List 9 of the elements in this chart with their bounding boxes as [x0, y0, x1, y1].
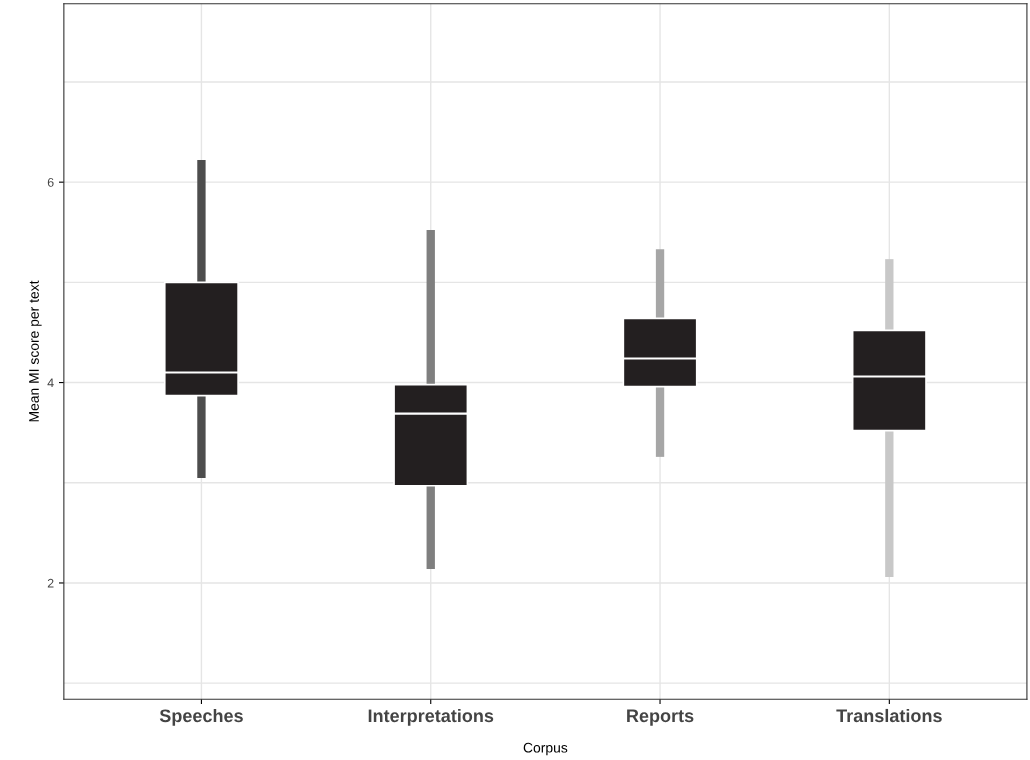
y-tick-label: 4 — [47, 378, 54, 388]
x-tick-label: Speeches — [159, 708, 243, 726]
x-tick-label: Translations — [836, 708, 942, 723]
y-tick-label: 2 — [47, 578, 54, 588]
x-tick-label: Reports — [627, 709, 694, 726]
x-tick-label: Interpretations — [368, 708, 494, 726]
y-tick-label: 6 — [47, 177, 54, 187]
y-axis-title: Mean MI score per text — [29, 280, 42, 422]
x-axis-title: Corpus — [523, 742, 568, 756]
